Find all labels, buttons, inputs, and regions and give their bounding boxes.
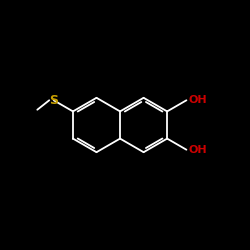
Text: S: S bbox=[49, 94, 58, 107]
Text: OH: OH bbox=[188, 95, 207, 105]
Text: OH: OH bbox=[188, 145, 207, 155]
